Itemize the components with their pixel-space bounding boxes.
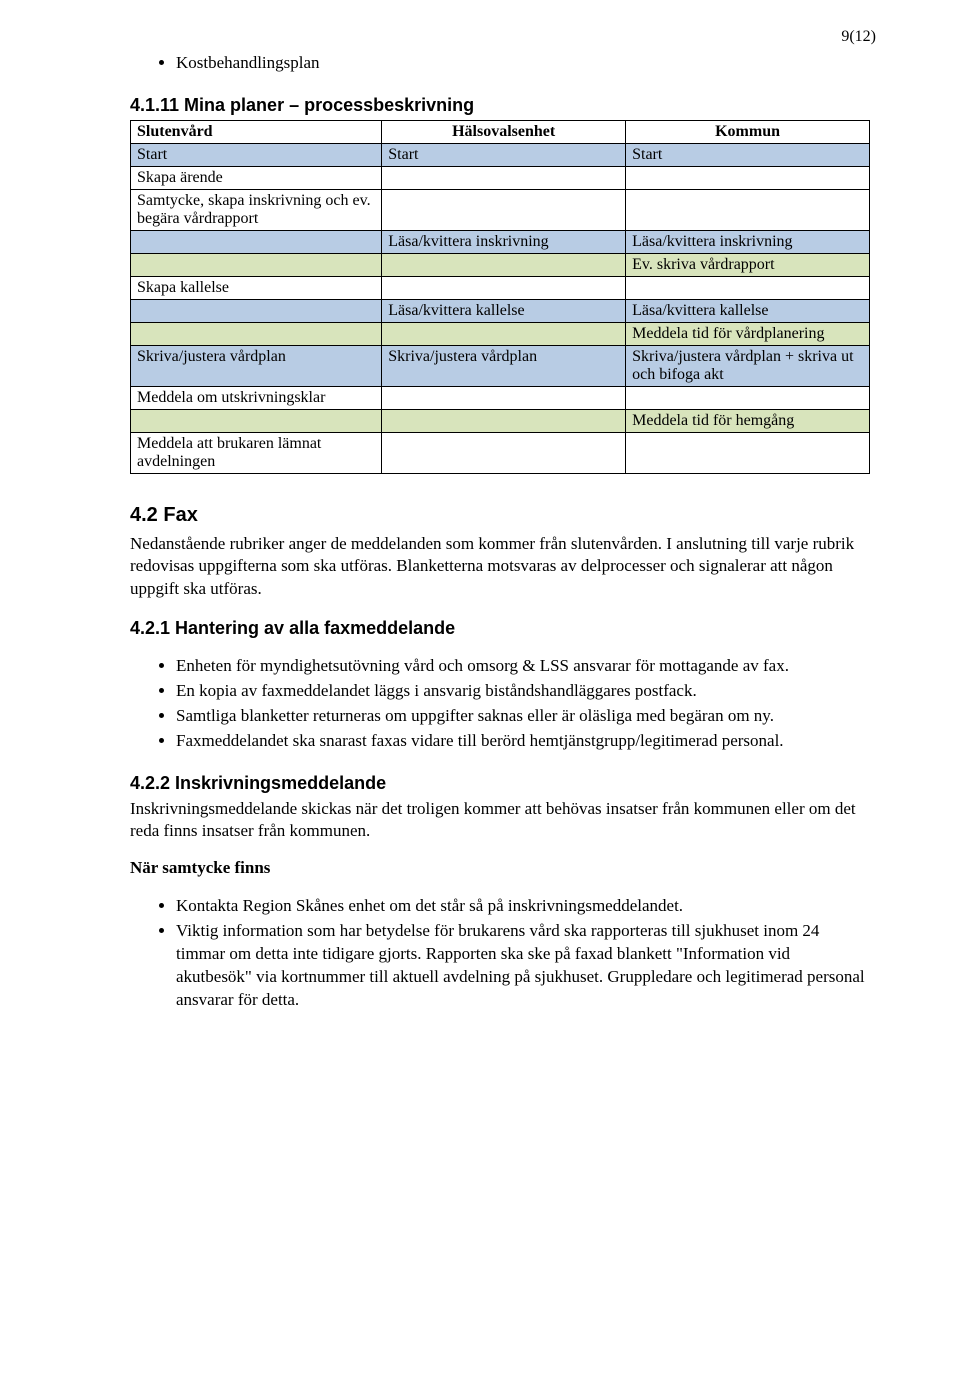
- table-cell: [626, 276, 870, 299]
- heading-422: 4.2.2 Inskrivningsmeddelande: [130, 773, 870, 794]
- table-cell: Samtycke, skapa inskrivning och ev. begä…: [131, 189, 382, 230]
- table-row: Meddela om utskrivningsklar: [131, 386, 870, 409]
- table-cell: Meddela om utskrivningsklar: [131, 386, 382, 409]
- table-cell: Start: [131, 143, 382, 166]
- table-row: Läsa/kvittera kallelseLäsa/kvittera kall…: [131, 299, 870, 322]
- table-cell: Skriva/justera vårdplan: [382, 345, 626, 386]
- table-row: Läsa/kvittera inskrivningLäsa/kvittera i…: [131, 230, 870, 253]
- bullet-list-422: Kontakta Region Skånes enhet om det står…: [130, 895, 870, 1012]
- page-number: 9(12): [841, 28, 876, 46]
- paragraph: Inskrivningsmeddelande skickas när det t…: [130, 798, 870, 843]
- table-cell: [382, 386, 626, 409]
- table-cell: [382, 409, 626, 432]
- page: 9(12) Kostbehandlingsplan 4.1.11 Mina pl…: [0, 0, 960, 1380]
- table-cell: Skapa ärende: [131, 166, 382, 189]
- table-cell: [131, 230, 382, 253]
- list-item: Kontakta Region Skånes enhet om det står…: [176, 895, 870, 918]
- table-cell: [382, 276, 626, 299]
- heading-421: 4.2.1 Hantering av alla faxmeddelande: [130, 618, 870, 639]
- table-cell: Skriva/justera vårdplan: [131, 345, 382, 386]
- table-row: Skapa ärende: [131, 166, 870, 189]
- table-cell: [626, 432, 870, 473]
- table-cell: Start: [382, 143, 626, 166]
- table-cell: Start: [626, 143, 870, 166]
- table-row: Meddela att brukaren lämnat avdelningen: [131, 432, 870, 473]
- table-cell: Meddela att brukaren lämnat avdelningen: [131, 432, 382, 473]
- table-cell: [626, 166, 870, 189]
- table-cell: Läsa/kvittera inskrivning: [626, 230, 870, 253]
- table-cell: Skriva/justera vårdplan + skriva ut och …: [626, 345, 870, 386]
- list-item: Faxmeddelandet ska snarast faxas vidare …: [176, 730, 870, 753]
- table-cell: Skapa kallelse: [131, 276, 382, 299]
- table-row: Skapa kallelse: [131, 276, 870, 299]
- table-cell: [382, 432, 626, 473]
- table-cell: [131, 253, 382, 276]
- table-row: Ev. skriva vårdrapport: [131, 253, 870, 276]
- top-bullet-list: Kostbehandlingsplan: [130, 52, 870, 75]
- table-cell: Meddela tid för vårdplanering: [626, 322, 870, 345]
- table-cell: [131, 409, 382, 432]
- list-item: Viktig information som har betydelse för…: [176, 920, 870, 1012]
- table-row: Samtycke, skapa inskrivning och ev. begä…: [131, 189, 870, 230]
- table-cell: Läsa/kvittera inskrivning: [382, 230, 626, 253]
- list-item: Kostbehandlingsplan: [176, 52, 870, 75]
- table-cell: Läsa/kvittera kallelse: [626, 299, 870, 322]
- table-header-row: Slutenvård Hälsovalsenhet Kommun: [131, 120, 870, 143]
- table-cell: [382, 253, 626, 276]
- subheading-samtycke: När samtycke finns: [130, 857, 870, 879]
- paragraph: Nedanstående rubriker anger de meddeland…: [130, 533, 870, 600]
- list-item: Enheten för myndighetsutövning vård och …: [176, 655, 870, 678]
- heading-411: 4.1.11 Mina planer – processbeskrivning: [130, 95, 870, 116]
- list-item: En kopia av faxmeddelandet läggs i ansva…: [176, 680, 870, 703]
- table-cell: Läsa/kvittera kallelse: [382, 299, 626, 322]
- table-cell: [382, 189, 626, 230]
- list-item: Samtliga blanketter returneras om uppgif…: [176, 705, 870, 728]
- table-row: Skriva/justera vårdplanSkriva/justera vå…: [131, 345, 870, 386]
- table-header-cell: Hälsovalsenhet: [382, 120, 626, 143]
- table-row: Meddela tid för hemgång: [131, 409, 870, 432]
- table-cell: [131, 299, 382, 322]
- table-row: Meddela tid för vårdplanering: [131, 322, 870, 345]
- table-cell: [382, 166, 626, 189]
- table-header-cell: Slutenvård: [131, 120, 382, 143]
- table-cell: [626, 189, 870, 230]
- table-row: StartStartStart: [131, 143, 870, 166]
- table-cell: [626, 386, 870, 409]
- heading-42: 4.2 Fax: [130, 504, 870, 527]
- table-cell: [131, 322, 382, 345]
- bullet-list-421: Enheten för myndighetsutövning vård och …: [130, 655, 870, 753]
- table-header-cell: Kommun: [626, 120, 870, 143]
- process-table: Slutenvård Hälsovalsenhet Kommun StartSt…: [130, 120, 870, 474]
- table-cell: Ev. skriva vårdrapport: [626, 253, 870, 276]
- table-cell: Meddela tid för hemgång: [626, 409, 870, 432]
- table-cell: [382, 322, 626, 345]
